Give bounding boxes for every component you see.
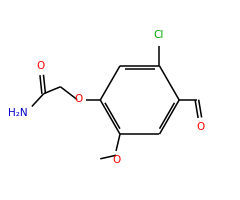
Text: O: O <box>75 94 83 104</box>
Text: O: O <box>197 122 205 132</box>
Text: O: O <box>36 61 45 71</box>
Text: H₂N: H₂N <box>8 108 28 118</box>
Text: O: O <box>112 155 120 165</box>
Text: Cl: Cl <box>153 30 164 40</box>
